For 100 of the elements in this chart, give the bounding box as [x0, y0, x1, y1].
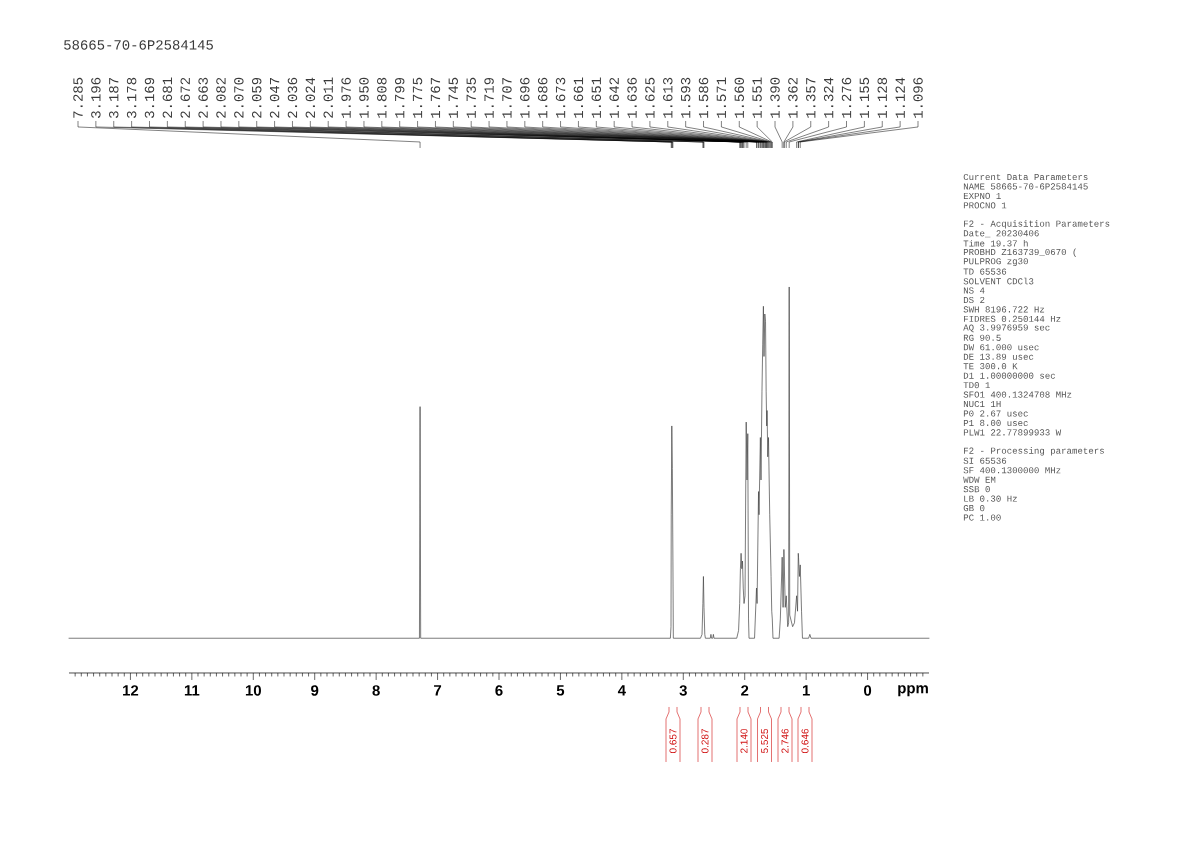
annotation: 1.613 [663, 77, 673, 118]
x-tick-label: 5 [556, 685, 565, 696]
x-tick-label: 12 [123, 685, 139, 696]
annotation: 1.696 [520, 77, 530, 118]
annotation: 1.593 [680, 77, 691, 118]
text: TE 300.0 K [963, 363, 1018, 370]
x-tick-label: 4 [617, 685, 626, 696]
text: DW 61.000 usec [963, 344, 1039, 351]
text: PC 1.00 [963, 514, 1001, 521]
text: Date_ 20230406 [963, 230, 1039, 238]
text: SSB 0 [963, 486, 990, 493]
x-tick-label: 3 [679, 685, 687, 696]
text: NAME 58665-70-6P2584145 [963, 183, 1088, 190]
text: F2 - Processing parameters [964, 447, 1104, 456]
text: PROBHD Z163739_0670 ( [963, 248, 1076, 257]
text: D1 1.00000000 sec [963, 372, 1056, 379]
annotation: 1.124 [895, 77, 905, 118]
text: PLW1 22.77899933 W [963, 429, 1062, 436]
text: SFO1 400.1324708 MHz [963, 391, 1072, 398]
text: TD 65536 [963, 268, 1007, 275]
x-tick-label: 6 [495, 685, 503, 696]
text: SOLVENT CDCl3 [963, 277, 1034, 285]
annotation: 3.178 [126, 77, 137, 118]
annotation: 1.661 [573, 77, 584, 118]
annotation: 1.767 [430, 78, 441, 118]
annotation: 1.096 [913, 77, 923, 118]
text: Time 19.37 h [963, 239, 1028, 247]
annotation: 1.642 [609, 77, 619, 118]
chart-title: 58665-70-6P2584145 [64, 40, 213, 50]
text: SI 65536 [963, 457, 1007, 464]
annotation: 2.663 [198, 77, 208, 118]
annotation: 1.625 [645, 77, 655, 118]
annotation: 1.571 [716, 77, 727, 118]
annotation: 1.719 [484, 77, 494, 118]
annotation: 1.735 [466, 77, 476, 118]
annotation: 2.082 [216, 77, 226, 118]
text: FIDRES 0.250144 Hz [964, 315, 1061, 322]
annotation: 1.357 [806, 78, 816, 118]
annotation: 3.169 [144, 77, 155, 118]
text: 0.646 [801, 728, 809, 754]
text: LB 0.30 Hz [964, 495, 1017, 502]
text: WDW EM [963, 476, 996, 483]
text: NUC1 1H [963, 400, 1001, 408]
text: SWH 8196.722 Hz [963, 306, 1045, 313]
text: 0.657 [669, 729, 677, 754]
annotation: 2.059 [251, 77, 262, 118]
x-tick-label: 11 [184, 685, 200, 696]
annotation: 2.024 [305, 77, 316, 118]
annotation: 1.551 [752, 77, 762, 118]
text: Current Data Parameters [963, 173, 1088, 181]
annotation: 1.686 [537, 77, 548, 118]
x-tick-label: 2 [741, 685, 749, 696]
annotation: 3.196 [91, 77, 101, 118]
annotation: 2.672 [180, 77, 190, 118]
text: EXPNO 1 [963, 192, 1001, 199]
x-tick-label: 7 [434, 685, 442, 696]
annotation: 2.047 [269, 78, 280, 118]
text: GB 0 [963, 505, 985, 512]
text: 0.287 [701, 729, 709, 754]
text: TD0 1 [963, 382, 990, 389]
annotation: 1.276 [841, 77, 852, 118]
annotation: 3.187 [109, 78, 119, 118]
text: PULPROG zg30 [963, 258, 1028, 267]
annotation: 2.011 [323, 77, 333, 118]
annotation: 1.324 [823, 77, 834, 118]
annotation: 1.651 [591, 77, 602, 118]
annotation: 1.799 [394, 77, 405, 118]
annotation: 2.681 [162, 77, 173, 118]
annotation: 1.950 [359, 77, 369, 118]
text: P0 2.67 usec [963, 410, 1028, 417]
annotation: 1.362 [788, 77, 798, 118]
text: RG 90.5 [963, 334, 1001, 341]
annotation: 1.586 [698, 77, 709, 118]
text: DS 2 [963, 296, 985, 304]
annotation: 2.070 [234, 77, 244, 118]
annotation: 7.285 [73, 77, 83, 118]
annotation: 1.745 [448, 77, 458, 118]
x-tick-label: 9 [311, 685, 319, 696]
x-tick-label: 8 [372, 685, 380, 696]
annotation: 1.673 [555, 77, 566, 118]
annotation: 1.707 [502, 78, 512, 118]
annotation: 1.560 [734, 77, 745, 118]
annotation: 1.808 [377, 77, 387, 118]
text: P1 8.00 usec [963, 419, 1028, 427]
text: F2 - Acquisition Parameters [964, 220, 1110, 229]
text: DE 13.89 usec [963, 353, 1034, 360]
text: 2.746 [781, 728, 789, 753]
x-tick-label: 1 [802, 685, 810, 696]
annotation: 1.390 [770, 77, 780, 118]
annotation: 1.128 [877, 77, 887, 118]
text: PROCNO 1 [963, 202, 1007, 209]
text: AQ 3.9976959 sec [963, 324, 1050, 333]
annotation: 1.976 [341, 77, 351, 118]
annotation: 1.155 [859, 77, 870, 118]
text: NS 4 [963, 287, 985, 294]
annotation: 1.775 [412, 77, 423, 118]
annotation: 2.036 [287, 77, 298, 118]
text: 2.140 [740, 728, 748, 753]
text: SF 400.1300000 MHz [963, 467, 1061, 474]
annotation: 1.636 [627, 77, 637, 118]
